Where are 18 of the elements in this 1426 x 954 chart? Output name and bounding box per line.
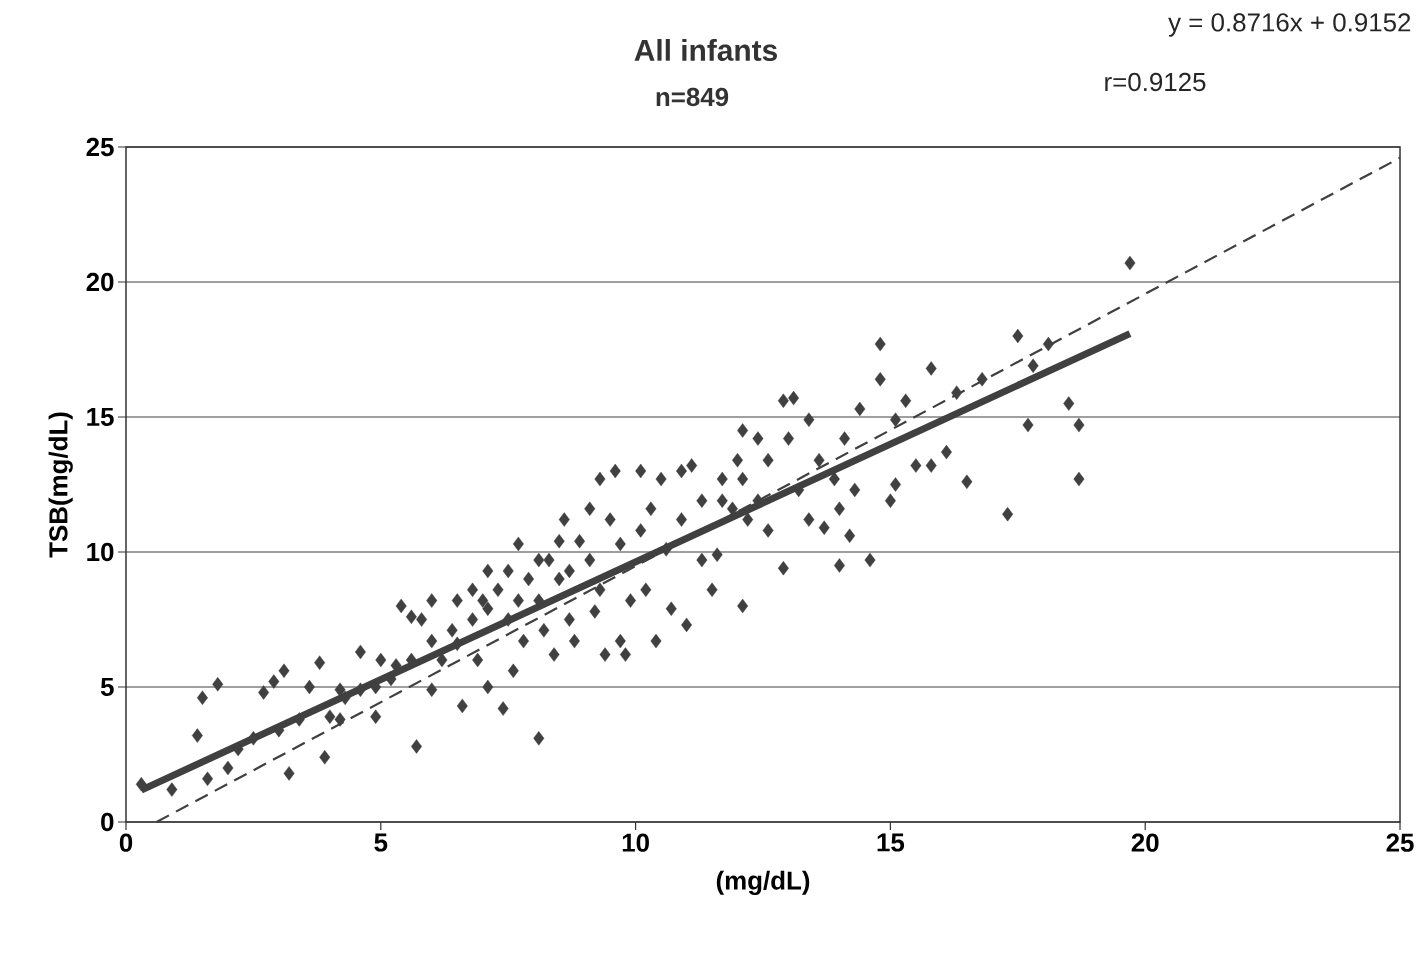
y-tick-label: 20: [86, 272, 114, 292]
x-tick-label: 20: [1131, 833, 1159, 852]
y-axis-title: TSB(mg/dL): [48, 412, 73, 558]
x-tick-label: 5: [374, 833, 388, 852]
y-tick-label: 5: [100, 677, 114, 697]
text: r=0.9125: [1105, 72, 1206, 92]
x-tick-label: 25: [1386, 833, 1414, 852]
x-tick-label: 10: [622, 833, 649, 852]
text: y = 0.8716x + 0.9152: [1168, 13, 1411, 37]
y-tick-label: 10: [87, 542, 114, 562]
x-tick-label: 15: [877, 833, 905, 852]
y-tick-label: 25: [86, 137, 114, 157]
y-tick-label: 0: [101, 812, 114, 832]
x-tick-label: 0: [119, 833, 133, 852]
x-axis-title: (mg/dL): [716, 870, 810, 895]
y-tick-label: 15: [87, 407, 114, 427]
chart-title: All infants: [634, 39, 777, 61]
chart-subtitle: n=849: [656, 87, 729, 107]
